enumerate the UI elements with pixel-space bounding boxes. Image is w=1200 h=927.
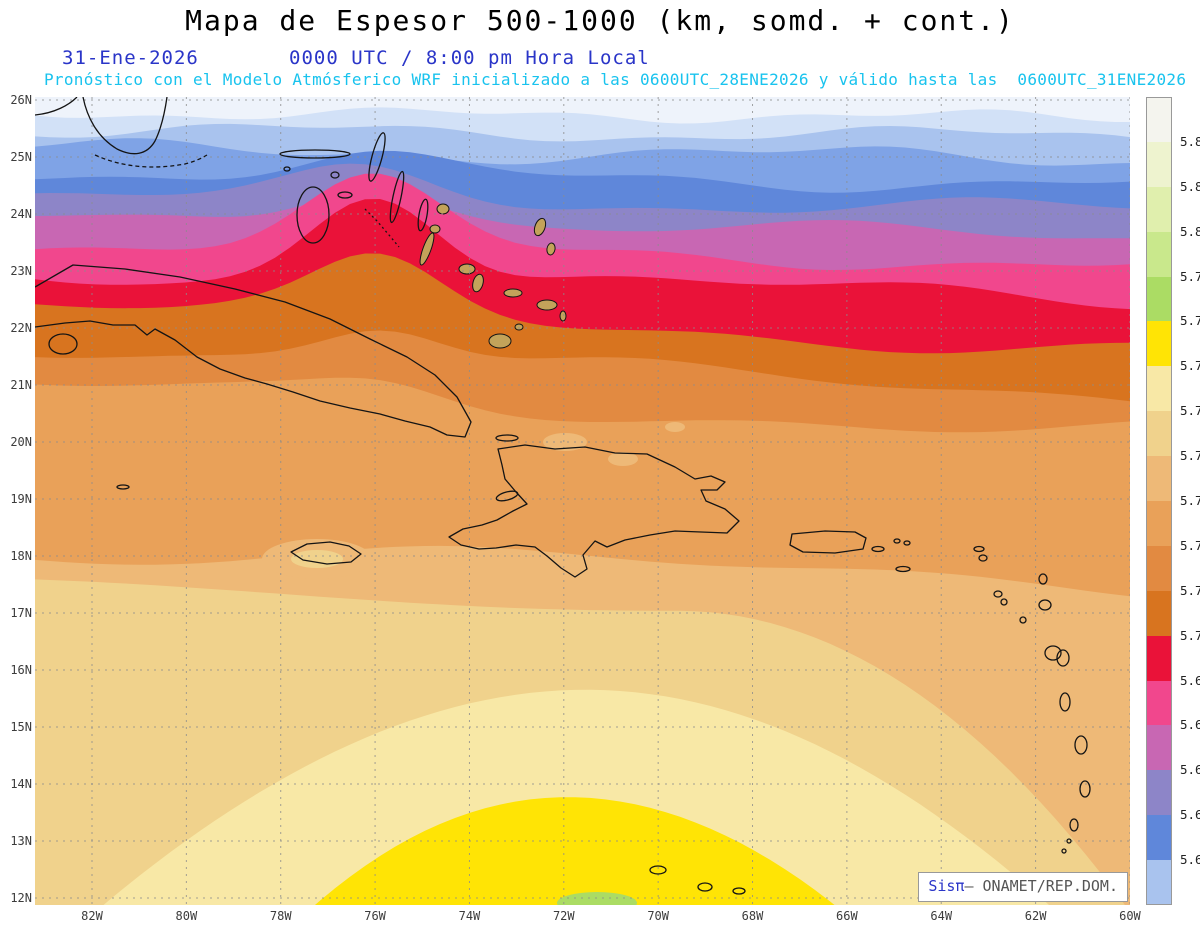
forecast-note: Pronóstico con el Modelo Atmósferico WRF… <box>44 70 1187 89</box>
valid-date: 31-Ene-2026 <box>62 47 199 69</box>
lat-label: 21N <box>10 378 32 392</box>
lat-label: 25N <box>10 150 32 164</box>
colorbar-value: 5.831 <box>1180 133 1200 149</box>
enclave-patches <box>262 422 685 579</box>
lon-label: 72W <box>552 909 575 923</box>
lon-label: 78W <box>269 909 292 923</box>
lon-label: 62W <box>1024 909 1047 923</box>
colorbar-value: 5.795 <box>1180 268 1200 284</box>
lat-label: 20N <box>10 435 32 449</box>
colorbar-segment <box>1146 97 1172 143</box>
colorbar-value: 5.712 <box>1180 582 1200 598</box>
lon-label: 66W <box>836 909 858 923</box>
lon-label: 68W <box>741 909 764 923</box>
lat-label: 24N <box>10 207 32 221</box>
lat-label: 17N <box>10 606 32 620</box>
page-title: Mapa de Espesor 500-1000 (km, somd. + co… <box>185 4 1015 37</box>
colorbar-segment <box>1146 815 1172 861</box>
colorbar-value: 5.652 <box>1180 807 1200 823</box>
colorbar-value: 5.807 <box>1180 223 1200 239</box>
colorbar-segment <box>1146 635 1172 682</box>
colorbar-segment <box>1146 141 1172 188</box>
colorbar-segment <box>1146 860 1172 906</box>
lon-label: 70W <box>647 909 669 923</box>
colorbar-value: 5.664 <box>1180 762 1200 778</box>
coastlines <box>35 97 1091 897</box>
colorbar-value: 5.748 <box>1180 448 1200 464</box>
valid-time-utc-local: 0000 UTC / 8:00 pm Hora Local <box>289 47 650 69</box>
colorbar-segment <box>1146 725 1172 771</box>
colorbar-segment <box>1146 366 1172 412</box>
lon-label: 60W <box>1119 909 1141 923</box>
lon-label: 74W <box>458 909 481 923</box>
colorbar-value: 5.724 <box>1180 537 1200 553</box>
colorbar-value: 5.688 <box>1180 672 1200 688</box>
colorbar-segment <box>1146 770 1172 816</box>
lat-label: 14N <box>10 777 32 791</box>
lat-label: 15N <box>10 720 32 734</box>
lon-label: 80W <box>175 909 198 923</box>
colorbar-segment <box>1146 590 1172 637</box>
colorbar-segment <box>1146 321 1172 367</box>
colorbar-segment <box>1146 545 1172 592</box>
lat-label: 23N <box>10 264 32 278</box>
map-svg <box>35 97 1130 905</box>
lat-label: 19N <box>10 492 32 506</box>
colorbar-value: 5.819 <box>1180 178 1200 194</box>
grid-lines <box>35 97 1130 905</box>
lon-label: 82W <box>81 909 103 923</box>
colorbar-segment <box>1146 456 1172 502</box>
colorbar-segment <box>1146 186 1172 233</box>
lat-label: 18N <box>10 549 32 563</box>
lat-label: 22N <box>10 321 32 335</box>
colorbar-segment <box>1146 276 1172 322</box>
lon-label: 64W <box>930 909 953 923</box>
colorbar-segment <box>1146 411 1172 457</box>
colorbar-segment <box>1146 680 1172 726</box>
colorbar-value: 5.772 <box>1180 358 1200 374</box>
colorbar-value: 5.76 <box>1180 403 1200 419</box>
lon-label: 76W <box>364 909 386 923</box>
colorbar-segment <box>1146 231 1172 278</box>
lat-label: 16N <box>10 663 32 677</box>
lat-label: 12N <box>10 891 32 905</box>
small-island-fills <box>419 203 567 349</box>
colorbar-segment <box>1146 501 1172 547</box>
colorbar-value: 5.7 <box>1180 627 1200 643</box>
colorbar-value: 5.736 <box>1180 493 1200 508</box>
attribution-text: – ONAMET/REP.DOM. <box>964 877 1118 895</box>
colorbar-value: 5.783 <box>1180 313 1200 329</box>
lat-label: 13N <box>10 834 32 848</box>
attribution-box: Sisπ– ONAMET/REP.DOM. <box>918 872 1128 902</box>
attribution-brand: Sisπ <box>928 877 965 895</box>
colorbar-value: 5.64 <box>1180 852 1200 868</box>
lat-label: 26N <box>10 93 32 107</box>
colorbar-value: 5.676 <box>1180 717 1200 733</box>
